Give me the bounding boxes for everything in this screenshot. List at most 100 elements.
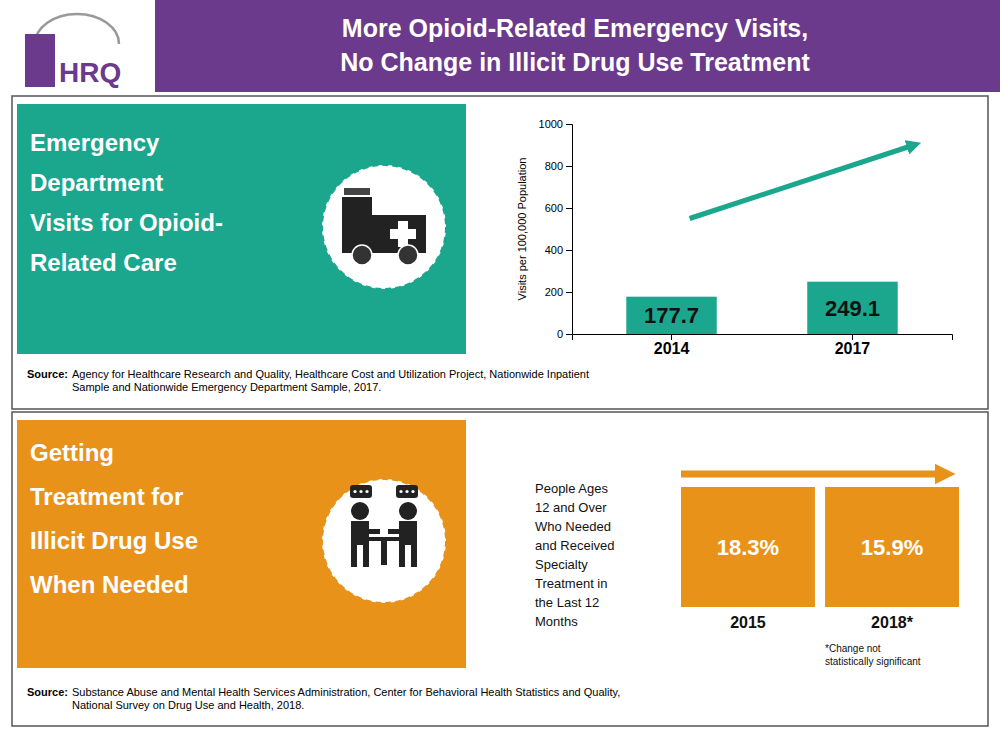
icon-circle bbox=[322, 479, 446, 603]
bar bbox=[626, 297, 716, 334]
text-line: Emergency bbox=[30, 129, 160, 156]
plot: 0 200 400 600 800 1000 2014 2017 Visits per 100,… bbox=[516, 118, 953, 357]
logo-text: HRQ bbox=[59, 57, 121, 88]
data-label: 249.1 bbox=[825, 296, 880, 321]
data-label: 15.9% bbox=[861, 535, 923, 560]
source-text: Substance Abuse and Mental Health Servic… bbox=[72, 686, 620, 711]
y-axis: 0 200 400 600 800 1000 bbox=[539, 118, 573, 340]
header-logo-bg bbox=[0, 0, 1000, 92]
trend-arrow bbox=[690, 145, 914, 219]
tick-mark bbox=[566, 250, 572, 251]
axis-line bbox=[573, 335, 953, 341]
icon-part bbox=[398, 245, 418, 265]
text-line: Visits for Opioid- bbox=[30, 209, 223, 236]
icon-part bbox=[388, 529, 412, 534]
icon-part bbox=[365, 490, 368, 493]
tick-label: 400 bbox=[545, 244, 563, 256]
tick-label: 2017 bbox=[835, 340, 871, 357]
x-axis: 2014 2017 bbox=[573, 334, 953, 357]
tick: 400 bbox=[545, 244, 572, 256]
subtitle: Emergency Department Visits for Opioid- Rel… bbox=[30, 129, 223, 276]
icon-part bbox=[342, 197, 372, 217]
tick: 1000 bbox=[539, 118, 572, 130]
icon bbox=[322, 165, 446, 289]
icon-part bbox=[350, 485, 372, 498]
bar bbox=[807, 282, 897, 334]
icon-part bbox=[399, 502, 417, 520]
category-label: 2015 bbox=[730, 614, 766, 631]
tick-mark bbox=[852, 334, 853, 340]
tick: 600 bbox=[545, 202, 572, 214]
text-line: statistically significant bbox=[825, 656, 921, 667]
text-line: Department bbox=[30, 169, 163, 196]
panel-border bbox=[12, 412, 988, 726]
icon-part bbox=[399, 490, 402, 493]
tick-label: 200 bbox=[545, 286, 563, 298]
icon-part bbox=[351, 545, 357, 567]
icon-part bbox=[353, 490, 356, 493]
axis-title: Visits per 100,000 Population bbox=[516, 158, 528, 301]
text-line: Getting bbox=[30, 439, 114, 466]
infographic: More Opioid-Related Emergency Visits,No … bbox=[0, 0, 1000, 750]
subtitle: GettingTreatment forIllicit Drug UseWhen… bbox=[30, 439, 198, 598]
trend-arrow bbox=[681, 471, 945, 478]
tick-label: 0 bbox=[557, 328, 563, 340]
tick-label: 1000 bbox=[539, 118, 563, 130]
panel-accent bbox=[17, 420, 466, 668]
tick-mark bbox=[671, 334, 672, 340]
icon-part bbox=[411, 545, 417, 567]
panel-border bbox=[12, 96, 988, 409]
bars bbox=[626, 282, 897, 334]
header: More Opioid-Related Emergency Visits,No … bbox=[0, 0, 1000, 92]
title: More Opioid-Related Emergency Visits,No … bbox=[340, 14, 810, 76]
source-label: Source: bbox=[27, 368, 68, 380]
text-line: Months bbox=[535, 614, 578, 629]
tick: 800 bbox=[545, 160, 572, 172]
tick: 200 bbox=[545, 286, 572, 298]
source-text: Agency for Healthcare Research and Quali… bbox=[72, 368, 589, 393]
text-line: Substance Abuse and Mental Health Servic… bbox=[72, 686, 620, 698]
icon-part bbox=[344, 188, 370, 195]
tick: 0 bbox=[557, 328, 572, 340]
note: *Change not statistically significant bbox=[825, 643, 921, 667]
tick-mark bbox=[566, 208, 572, 209]
panel: Emergency Department Visits for Opioid- Rel… bbox=[12, 96, 988, 409]
text-line: Agency for Healthcare Research and Quali… bbox=[72, 368, 589, 380]
category-label: 2018* bbox=[871, 614, 914, 631]
icon-part bbox=[363, 545, 369, 567]
tick: 2017 bbox=[835, 334, 871, 357]
tick-mark bbox=[566, 166, 572, 167]
icon-part bbox=[351, 502, 369, 520]
icon-part bbox=[368, 537, 400, 541]
text-line: When Needed bbox=[30, 571, 189, 598]
header-bg bbox=[155, 0, 1000, 92]
icon-part bbox=[396, 485, 418, 498]
icon-part bbox=[359, 490, 362, 493]
tick-mark bbox=[566, 292, 572, 293]
tick-label: 600 bbox=[545, 202, 563, 214]
source-label: Source: bbox=[27, 686, 68, 698]
text-line: National Survey on Drug Use and Health, … bbox=[72, 699, 304, 711]
text-line: No Change in Illicit Drug Use Treatment bbox=[340, 48, 810, 76]
logo-bar bbox=[25, 34, 55, 87]
panel: GettingTreatment forIllicit Drug UseWhen… bbox=[12, 412, 988, 726]
text-line: *Change not bbox=[825, 643, 881, 654]
tile bbox=[681, 487, 815, 607]
icon-circle bbox=[322, 165, 446, 289]
text-line: Related Care bbox=[30, 249, 177, 276]
icon-part bbox=[411, 490, 414, 493]
description: People Ages12 and OverWho Neededand Rece… bbox=[535, 481, 615, 629]
icon-part bbox=[352, 245, 372, 265]
text-line: Sample and Nationwide Emergency Departme… bbox=[72, 381, 381, 393]
icon-part bbox=[405, 490, 408, 493]
panel-accent bbox=[17, 104, 466, 354]
axis-line bbox=[566, 125, 573, 335]
text-line: and Received bbox=[535, 538, 615, 553]
tick-mark bbox=[566, 124, 572, 125]
text-line: Treatment in bbox=[535, 576, 608, 591]
data-label: 177.7 bbox=[644, 303, 699, 328]
text-line: Who Needed bbox=[535, 519, 611, 534]
text-line: Illicit Drug Use bbox=[30, 527, 198, 554]
tick-label: 2014 bbox=[654, 340, 690, 357]
tick: 2014 bbox=[654, 334, 690, 357]
